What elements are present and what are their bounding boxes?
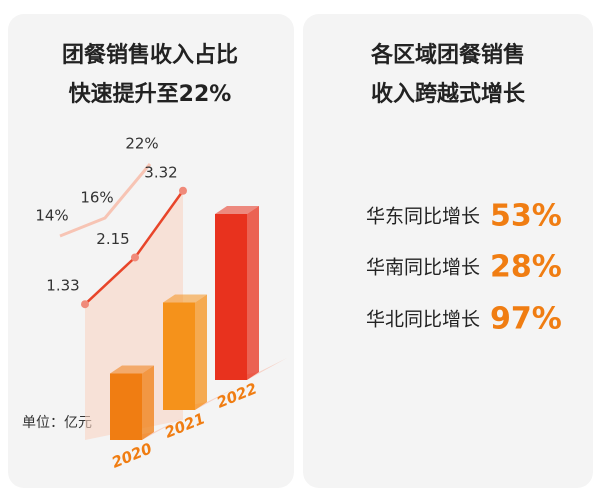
right-title: 各区域团餐销售 — [370, 42, 525, 68]
right-card — [303, 14, 593, 488]
row-label: 华南同比增长 — [366, 257, 480, 279]
bar-side — [142, 365, 154, 440]
row-label: 华东同比增长 — [366, 206, 480, 228]
revenue-point — [179, 186, 187, 195]
share-label: 22% — [125, 135, 158, 153]
row-value: 28% — [490, 250, 562, 285]
bar — [215, 214, 247, 380]
bar — [163, 302, 195, 410]
left-title: 团餐销售收入占比 — [62, 42, 238, 68]
bar-side — [247, 206, 259, 380]
share-label: 14% — [35, 207, 68, 225]
bar-top — [163, 294, 207, 303]
share-label: 16% — [80, 189, 113, 207]
revenue-point — [131, 253, 139, 262]
row-label: 华北同比增长 — [366, 309, 480, 331]
row-value: 53% — [490, 199, 562, 234]
revenue-label: 3.32 — [144, 163, 177, 181]
bar-top — [215, 206, 259, 214]
revenue-point — [81, 300, 89, 309]
bar — [110, 373, 142, 440]
revenue-label: 2.15 — [96, 230, 129, 248]
revenue-label: 1.33 — [46, 277, 79, 295]
right-title: 收入跨越式增长 — [371, 81, 526, 107]
left-title: 快速提升至22% — [69, 81, 232, 107]
share-line — [59, 163, 152, 238]
bar-top — [110, 365, 154, 374]
unit-label: 单位：亿元 — [22, 415, 92, 431]
bar-side — [195, 294, 207, 410]
row-value: 97% — [490, 302, 562, 337]
revenue-area — [85, 190, 183, 440]
